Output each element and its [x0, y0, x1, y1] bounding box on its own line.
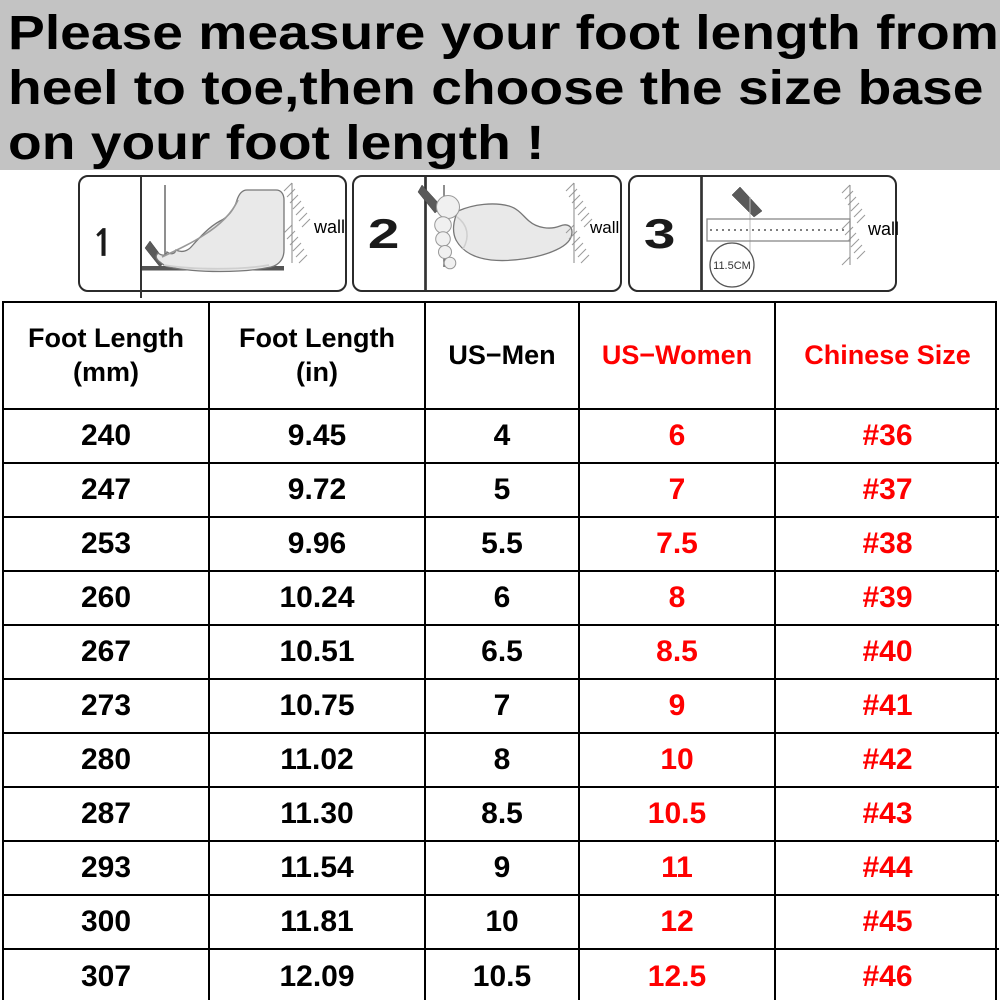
svg-text:wall: wall [589, 218, 619, 237]
svg-text:11.5CM: 11.5CM [713, 260, 751, 272]
svg-text:wall: wall [867, 219, 899, 239]
svg-text:wall: wall [313, 217, 345, 237]
